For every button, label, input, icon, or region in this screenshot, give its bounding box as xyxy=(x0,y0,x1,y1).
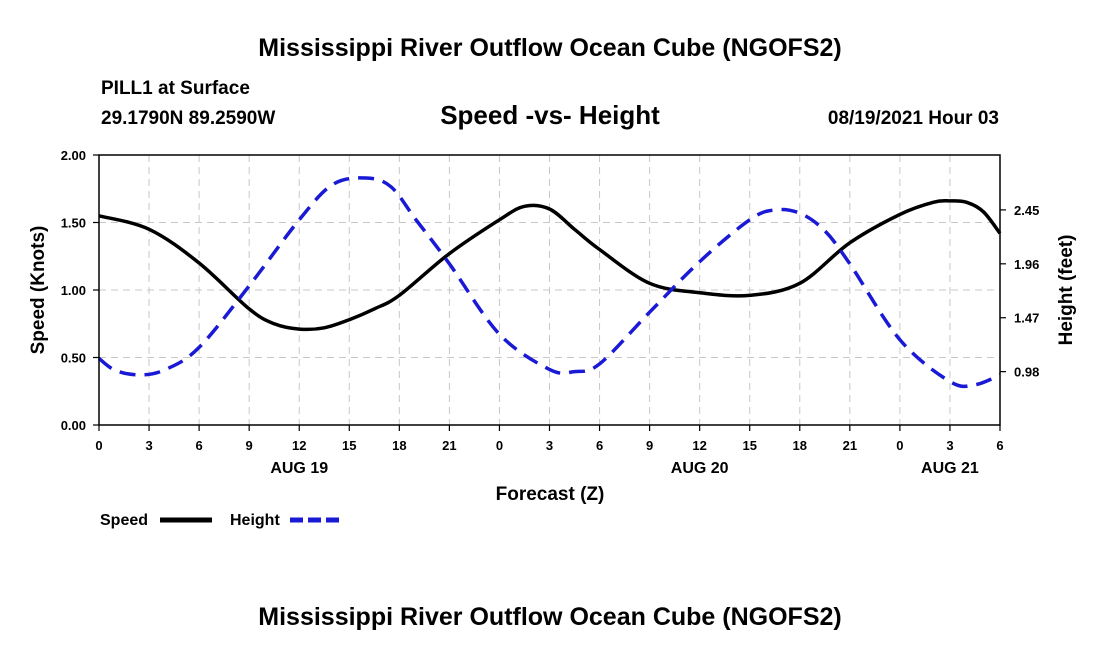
axis-ticks: 0 3 6 9 12 15 18 21 0 3 6 9 12 15 18 21 0 3 6 0.00 0.50 1.00 1… xyxy=(61,148,1040,477)
x-tick-label: 3 xyxy=(145,438,152,453)
x-tick-label: 18 xyxy=(392,438,406,453)
x-tick-label: 12 xyxy=(692,438,706,453)
x-tick-label: 6 xyxy=(596,438,603,453)
date-label: AUG 19 xyxy=(270,460,328,477)
x-tick-label: 0 xyxy=(496,438,503,453)
x-tick-label: 15 xyxy=(742,438,756,453)
x-tick-label: 15 xyxy=(342,438,356,453)
page-title-bottom: Mississippi River Outflow Ocean Cube (NG… xyxy=(258,603,841,631)
x-tick-label: 0 xyxy=(95,438,102,453)
date-label: AUG 21 xyxy=(921,460,979,477)
chart-title: Speed -vs- Height xyxy=(440,100,660,130)
x-tick-label: 6 xyxy=(996,438,1003,453)
station-coordinates: 29.1790N 89.2590W xyxy=(101,108,275,129)
height-series-line xyxy=(97,176,1001,389)
y-right-tick-label: 1.96 xyxy=(1014,257,1039,272)
series-lines xyxy=(97,176,1002,389)
y-left-tick-label: 2.00 xyxy=(61,148,86,163)
x-tick-label: 9 xyxy=(246,438,253,453)
station-label: PILL1 at Surface xyxy=(101,78,250,99)
y-left-tick-label: 0.00 xyxy=(61,418,86,433)
x-tick-label: 3 xyxy=(946,438,953,453)
y-left-tick-label: 1.50 xyxy=(61,216,86,231)
x-tick-label: 0 xyxy=(896,438,903,453)
y-right-tick-label: 2.45 xyxy=(1014,203,1039,218)
y-right-tick-label: 1.47 xyxy=(1014,311,1039,326)
legend-height-label: Height xyxy=(230,512,280,529)
x-tick-label: 21 xyxy=(442,438,456,453)
x-axis-label: Forecast (Z) xyxy=(496,484,605,505)
legend-speed-label: Speed xyxy=(100,512,148,529)
x-tick-label: 18 xyxy=(793,438,807,453)
x-tick-label: 21 xyxy=(843,438,857,453)
speed-series-line xyxy=(98,198,1002,332)
x-tick-label: 3 xyxy=(546,438,553,453)
y-axis-right-label: Height (feet) xyxy=(1056,235,1077,346)
legend: Speed Height xyxy=(100,512,342,529)
date-label: AUG 20 xyxy=(671,460,729,477)
x-tick-label: 6 xyxy=(195,438,202,453)
y-left-tick-label: 0.50 xyxy=(61,351,86,366)
page-title-top: Mississippi River Outflow Ocean Cube (NG… xyxy=(258,34,841,62)
y-axis-left-label: Speed (Knots) xyxy=(28,226,49,355)
forecast-datetime: 08/19/2021 Hour 03 xyxy=(828,108,999,129)
y-left-tick-label: 1.00 xyxy=(61,283,86,298)
y-right-tick-label: 0.98 xyxy=(1014,365,1039,380)
grid-lines xyxy=(99,155,1000,425)
x-tick-label: 12 xyxy=(292,438,306,453)
x-tick-label: 9 xyxy=(646,438,653,453)
